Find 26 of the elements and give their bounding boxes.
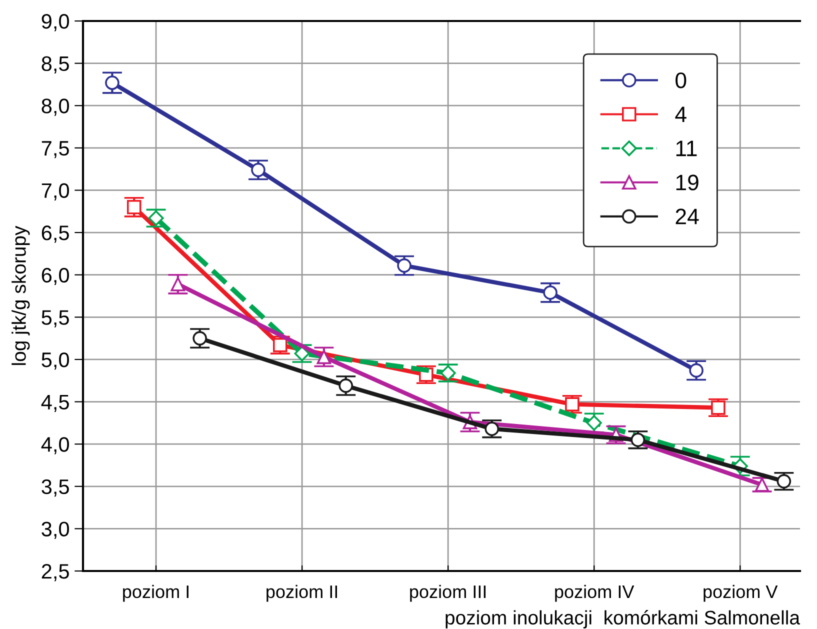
legend-label: 19	[676, 174, 698, 190]
y-tick-label: 7,5	[42, 141, 69, 158]
y-tick-label: 5,0	[42, 352, 69, 370]
x-tick-label: poziom III	[410, 584, 486, 602]
y-tick-label: 6,0	[42, 268, 69, 286]
legend-label: 11	[676, 140, 697, 156]
y-tick-label: 3,5	[42, 479, 69, 497]
y-axis-title: log jtk/g skorupy	[12, 226, 30, 365]
y-tick-label: 5,5	[42, 310, 69, 328]
y-tick-label: 6,5	[42, 226, 69, 243]
legend-label: 4	[675, 106, 686, 122]
legend-label: 0	[676, 72, 686, 88]
x-tick-label: poziom I	[123, 584, 188, 602]
y-tick-label: 7,0	[42, 183, 69, 200]
y-tick-label: 8,5	[42, 56, 69, 74]
y-tick-label: 2,5	[42, 564, 69, 582]
x-tick-label: poziom V	[704, 584, 778, 602]
x-tick-label: poziom IV	[555, 584, 634, 602]
y-tick-label: 8,0	[42, 98, 69, 116]
x-tick-label: poziom II	[266, 584, 338, 602]
y-tick-label: 4,0	[41, 437, 69, 454]
x-axis-title: poziom inolukacji komórkami Salmonella	[446, 610, 800, 628]
y-tick-label: 4,5	[41, 394, 69, 412]
y-tick-label: 3,0	[42, 522, 69, 539]
y-tick-label: 9,0	[42, 14, 69, 32]
legend-label: 24	[676, 208, 699, 224]
